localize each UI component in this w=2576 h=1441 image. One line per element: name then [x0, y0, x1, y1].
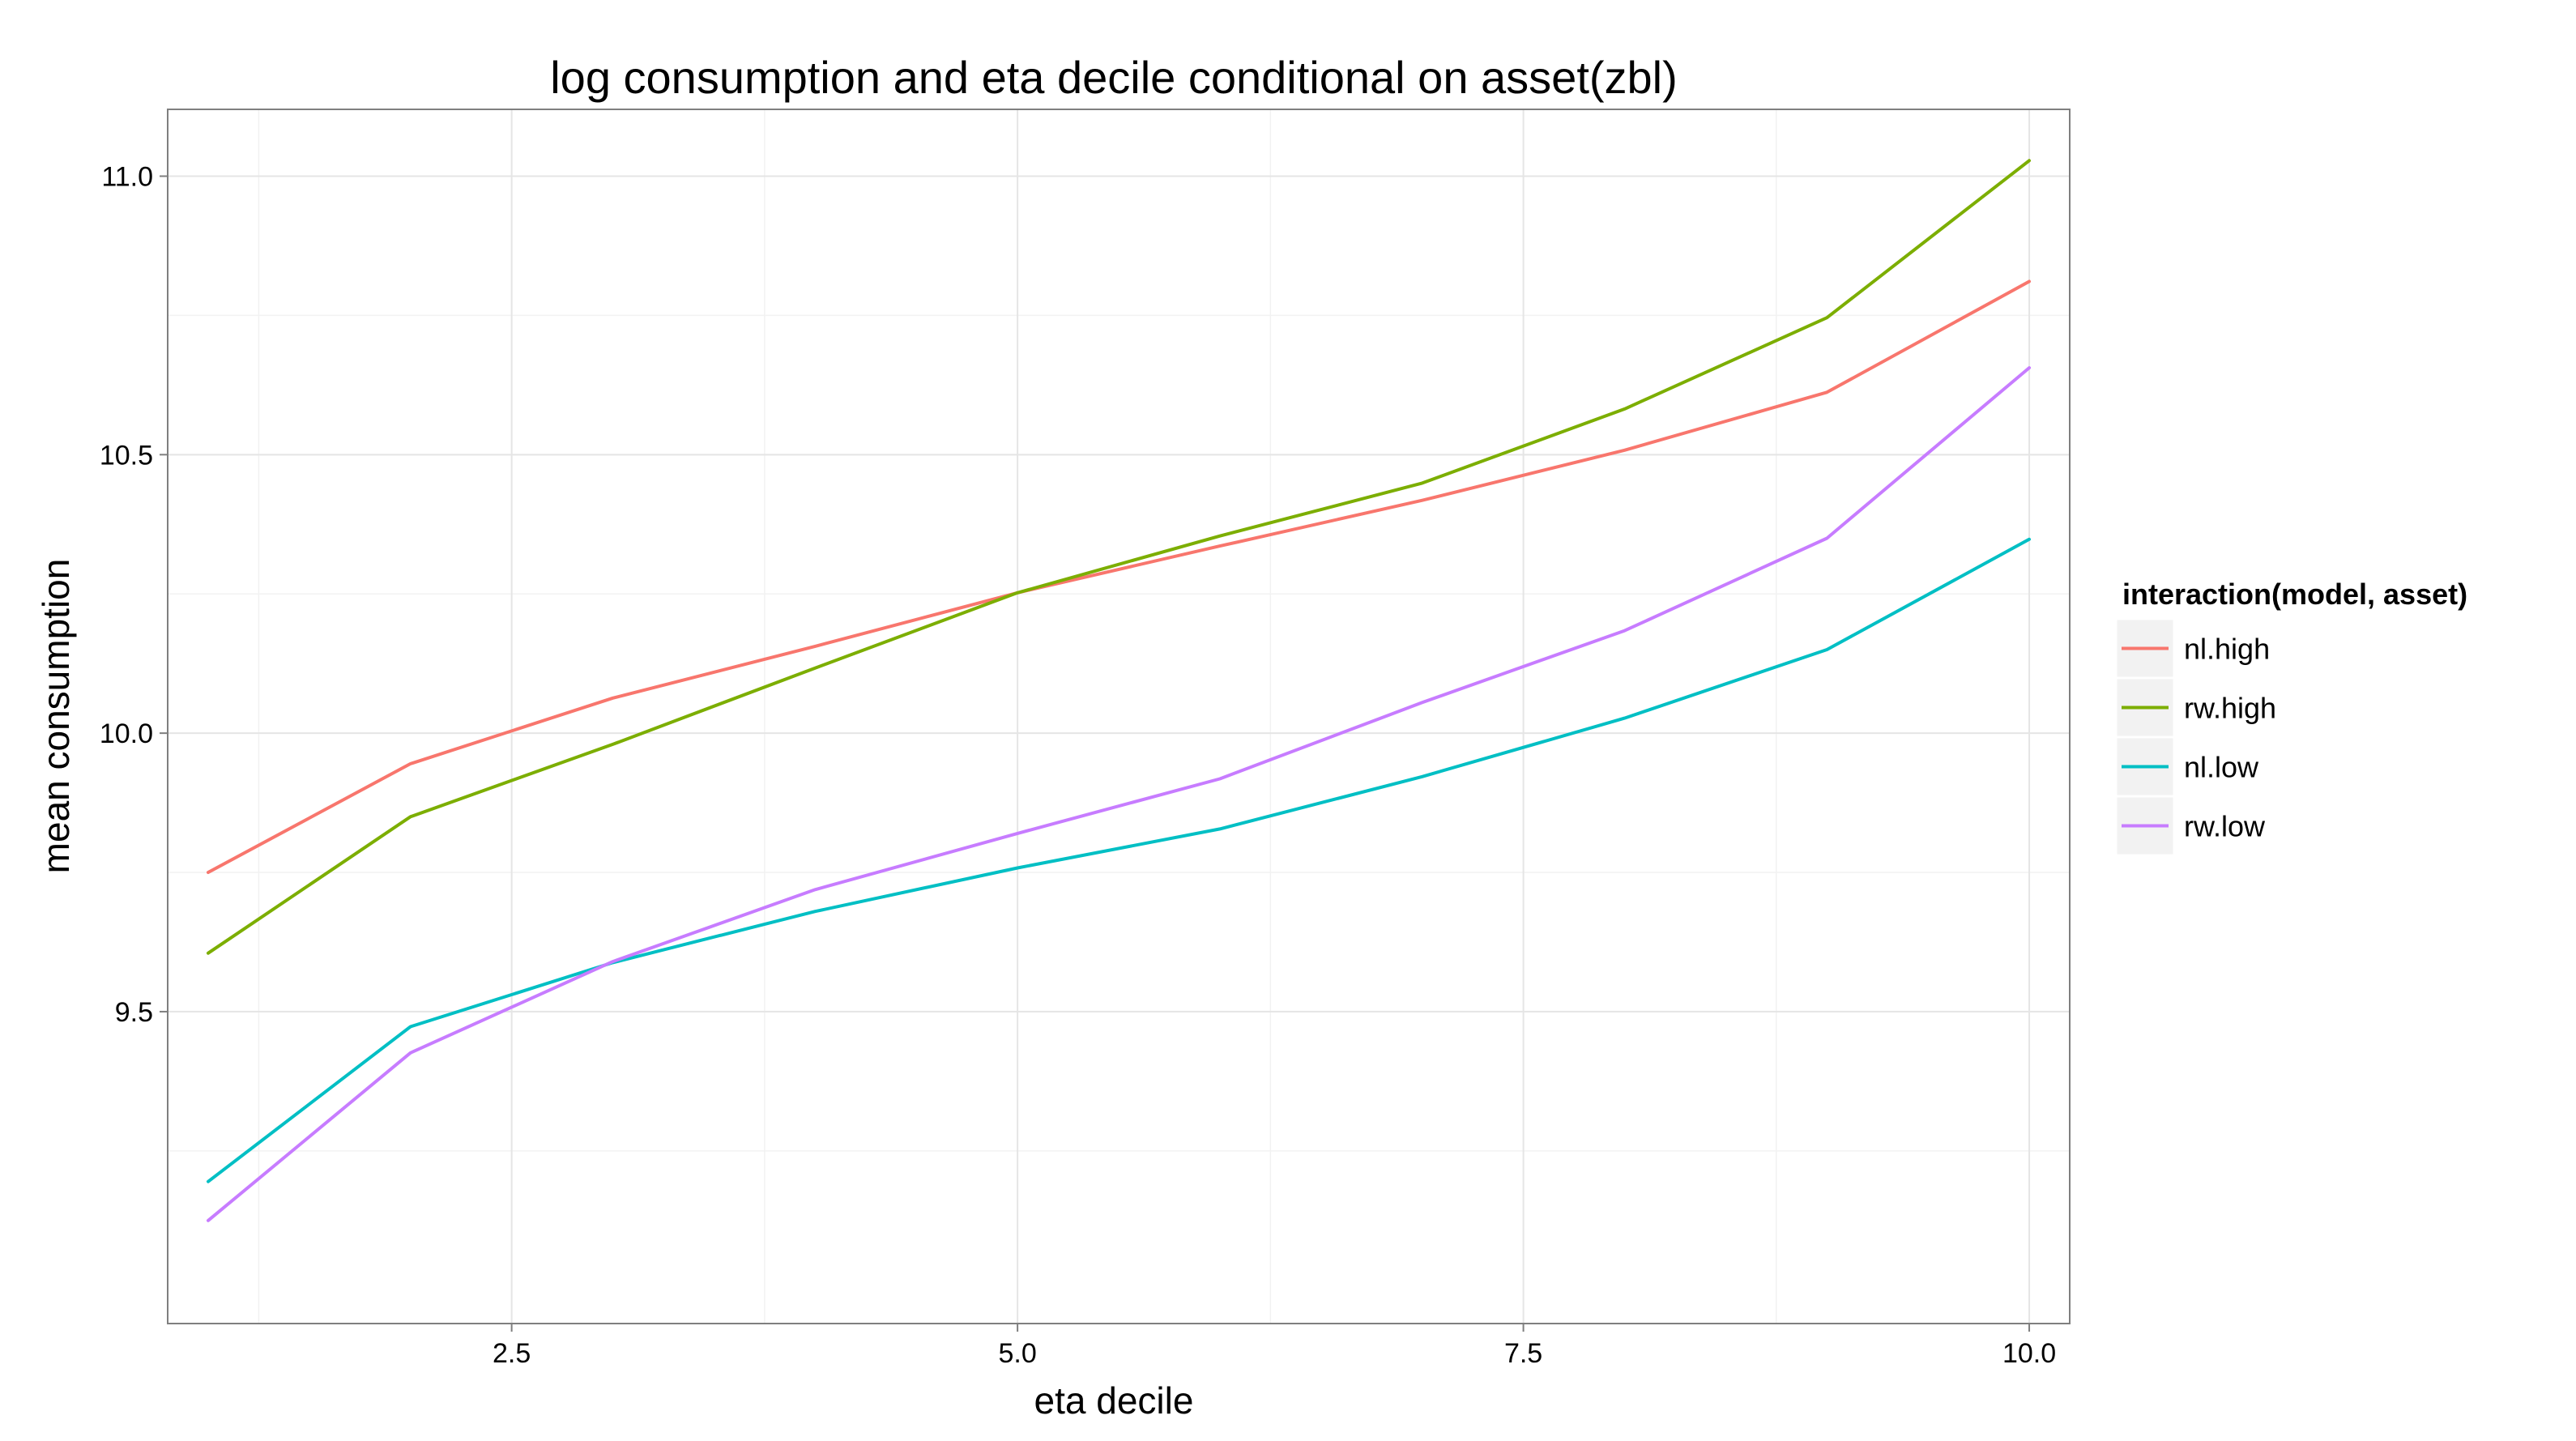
legend: interaction(model, asset) nl.high rw.high…: [2114, 578, 2467, 857]
chart-title: log consumption and eta decile condition…: [550, 52, 1678, 103]
x-axis-title: eta decile: [1034, 1379, 1194, 1422]
series-line-rw-high: [207, 159, 2031, 955]
series-line-nl-high: [207, 279, 2031, 874]
legend-label-rw-high: rw.high: [2184, 692, 2276, 725]
plot-border: [167, 109, 2071, 1324]
x-tick-label: 2.5: [493, 1338, 531, 1369]
series-line-rw-low: [207, 366, 2031, 1222]
plot-grid: [168, 109, 2070, 1324]
x-tick-label: 7.5: [1504, 1338, 1542, 1369]
series-line-nl-low: [207, 537, 2031, 1183]
legend-items: nl.high rw.high nl.low rw.low: [2114, 617, 2276, 857]
y-tick-label: 9.5: [115, 997, 153, 1028]
y-axis-title: mean consumption: [35, 559, 77, 874]
legend-label-nl-low: nl.low: [2184, 751, 2259, 784]
x-tick-label: 5.0: [998, 1338, 1036, 1369]
legend-title: interaction(model, asset): [2122, 578, 2467, 611]
y-tick-label: 11.0: [101, 162, 153, 193]
legend-label-rw-low: rw.low: [2184, 810, 2266, 843]
legend-label-nl-high: nl.high: [2184, 633, 2270, 666]
x-tick-label: 10.0: [2002, 1338, 2056, 1369]
y-tick-label: 10.0: [100, 718, 153, 749]
x-axis: 2.5 5.0 7.5 10.0: [493, 1324, 2056, 1369]
y-axis: 9.5 10.0 10.5 11.0: [100, 162, 168, 1028]
plot-lines: [207, 159, 2031, 1222]
y-tick-label: 10.5: [100, 440, 153, 471]
